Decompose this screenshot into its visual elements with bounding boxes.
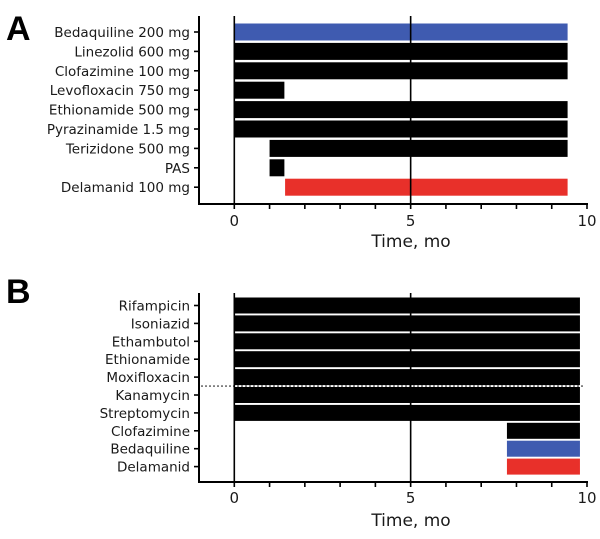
panel-b-axes: 0 5 10 <box>194 293 597 507</box>
panel-b-bar-6 <box>234 404 580 421</box>
panel-a-x-axis-title: Time, mo <box>370 232 450 252</box>
panel-a-category-label: Pyrazinamide 1.5 mg <box>47 122 190 138</box>
panel-b-category-label: Ethionamide <box>105 352 190 368</box>
panel-b-bar-2 <box>234 333 580 350</box>
panel-b-x-tick-label: 0 <box>230 489 240 507</box>
panel-a-category-labels: Bedaquiline 200 mg Linezolid 600 mg Clofaz… <box>47 25 190 196</box>
panel-b-x-tick-label: 5 <box>406 489 416 507</box>
panel-a-bar-0 <box>234 23 568 41</box>
panel-b-bar-7 <box>506 422 580 439</box>
panel-a-bar-8 <box>285 178 568 196</box>
panel-a-category-label: Ethionamide 500 mg <box>49 103 190 119</box>
panel-a-category-label: Levofloxacin 750 mg <box>50 83 190 99</box>
panel-b-bar-0 <box>234 297 580 314</box>
panel-b-category-label: Delamanid <box>117 460 190 476</box>
panel-a-category-label: Terizidone 500 mg <box>65 141 190 157</box>
panel-b-bars <box>234 297 580 475</box>
panel-b-category-label: Kanamycin <box>115 388 190 404</box>
panel-a-category-label: Bedaquiline 200 mg <box>54 25 190 41</box>
panel-a-bar-7 <box>269 159 285 177</box>
panel-b-category-label: Streptomycin <box>100 406 190 422</box>
panel-a-category-label: Clofazimine 100 mg <box>55 64 190 80</box>
panel-a-x-tick-label: 10 <box>577 212 596 230</box>
panel-a-bars <box>234 23 568 196</box>
panel-b-x-tick-label: 10 <box>577 489 596 507</box>
panel-letter-a: A <box>6 10 31 48</box>
panel-a-axes: 0 5 10 <box>194 16 597 230</box>
panel-b-bar-9 <box>506 458 580 475</box>
panel-b-category-label: Moxifloxacin <box>106 370 190 386</box>
panel-letter-b: B <box>6 273 31 311</box>
panel-a-category-label: Delamanid 100 mg <box>61 180 190 196</box>
panel-b-x-axis-title: Time, mo <box>370 511 450 531</box>
panel-b-bar-1 <box>234 315 580 332</box>
panel-a-category-label: PAS <box>165 161 190 177</box>
panel-b-category-label: Bedaquiline <box>110 442 190 458</box>
panel-a-x-tick-label: 5 <box>406 212 416 230</box>
panel-b-bar-3 <box>234 351 580 368</box>
panel-a-x-tick-label: 0 <box>230 212 240 230</box>
panel-b-bar-8 <box>506 440 580 457</box>
panel-a-bar-2 <box>234 62 568 80</box>
panel-a-bar-4 <box>234 101 568 119</box>
panel-a-bar-3 <box>234 81 285 99</box>
panel-b-bar-4 <box>234 369 580 386</box>
panel-b-category-label: Ethambutol <box>112 334 190 350</box>
panel-a-bar-1 <box>234 42 568 60</box>
panel-b-category-label: Rifampicin <box>119 299 190 315</box>
panel-b-bar-5 <box>234 387 580 403</box>
panel-a-bar-6 <box>269 139 568 157</box>
panel-b-category-label: Clofazimine <box>111 424 190 440</box>
panel-b-category-label: Isoniazid <box>131 316 190 332</box>
panel-a-category-label: Linezolid 600 mg <box>74 44 190 60</box>
panel-a-bar-5 <box>234 120 568 138</box>
panel-a: A Bedaquiline 200 mg Linezolid 600 mg Clof… <box>6 10 597 252</box>
